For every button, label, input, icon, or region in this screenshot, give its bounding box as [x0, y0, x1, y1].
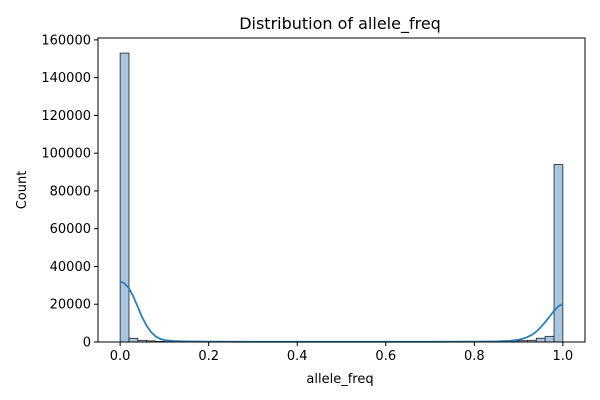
x-tick-label: 0.8	[464, 349, 485, 364]
y-tick-label: 160000	[41, 33, 91, 48]
x-axis-label: allele_freq	[306, 372, 373, 387]
y-tick-label: 80000	[50, 184, 91, 199]
y-axis: 0 20000 40000 60000 80000 100000 120000 140000 1…	[41, 33, 98, 351]
histogram-bar	[535, 337, 546, 343]
y-tick-label: 0	[83, 336, 91, 351]
y-tick-label: 60000	[50, 222, 91, 237]
plot-frame	[97, 37, 586, 343]
x-tick-label: 0.0	[110, 349, 131, 364]
x-tick-label: 0.6	[375, 349, 396, 364]
y-tick-label: 40000	[50, 260, 91, 275]
chart-title: Distribution of allele_freq	[239, 14, 441, 34]
y-tick-label: 120000	[41, 109, 91, 124]
y-tick-label: 140000	[41, 71, 91, 86]
kde-line	[119, 280, 564, 343]
y-axis-label: Count	[15, 171, 30, 210]
y-tick-label: 20000	[50, 298, 91, 313]
x-axis: 0.0 0.2 0.4 0.6 0.8 1.0	[110, 342, 573, 364]
plot-area	[119, 52, 564, 343]
histogram-bar	[128, 337, 139, 343]
histogram-bar	[119, 52, 130, 343]
x-tick-label: 1.0	[553, 349, 574, 364]
x-tick-label: 0.2	[198, 349, 219, 364]
x-tick-label: 0.4	[287, 349, 308, 364]
histogram-bar	[544, 335, 555, 343]
y-tick-label: 100000	[41, 147, 91, 162]
histogram-bar	[553, 164, 564, 343]
